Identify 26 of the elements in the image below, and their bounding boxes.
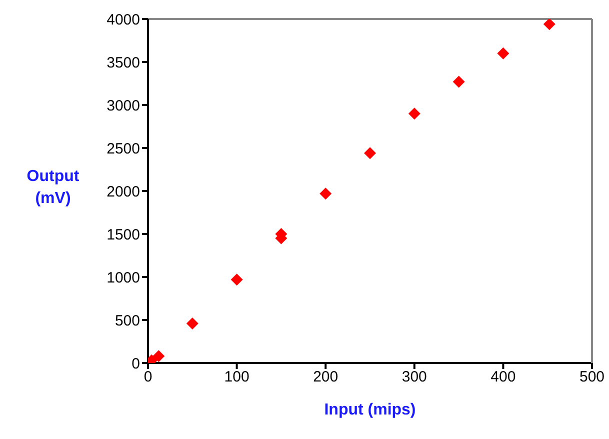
x-tick-label: 0 [144, 368, 152, 386]
y-tick-label: 500 [114, 312, 140, 330]
point [364, 147, 376, 160]
x-tick-label: 300 [402, 368, 427, 386]
x-tick-label: 100 [224, 368, 250, 386]
y-tick-label: 2500 [106, 140, 140, 158]
y-tick-label: 2000 [106, 183, 140, 200]
x-axis-title: Input (mips) [324, 401, 416, 418]
point [320, 188, 332, 200]
y-tick-label: 3000 [106, 97, 140, 114]
point [452, 76, 465, 88]
y-tick-label: 0 [132, 355, 140, 372]
y-axis-title: Output (mV) [26, 168, 80, 207]
y-tick-label: 1000 [106, 269, 140, 286]
y-tick-label: 1500 [106, 226, 140, 244]
point [230, 274, 243, 286]
x-tick-label: 400 [490, 368, 516, 386]
x-tick-label: 200 [313, 368, 338, 386]
y-tick-label: 4000 [106, 11, 140, 28]
point [543, 19, 556, 30]
point [497, 47, 510, 60]
x-tick-label: 500 [579, 368, 605, 386]
point [408, 108, 420, 120]
y-tick-label: 3500 [106, 54, 140, 72]
point [152, 350, 165, 362]
point [186, 317, 198, 330]
